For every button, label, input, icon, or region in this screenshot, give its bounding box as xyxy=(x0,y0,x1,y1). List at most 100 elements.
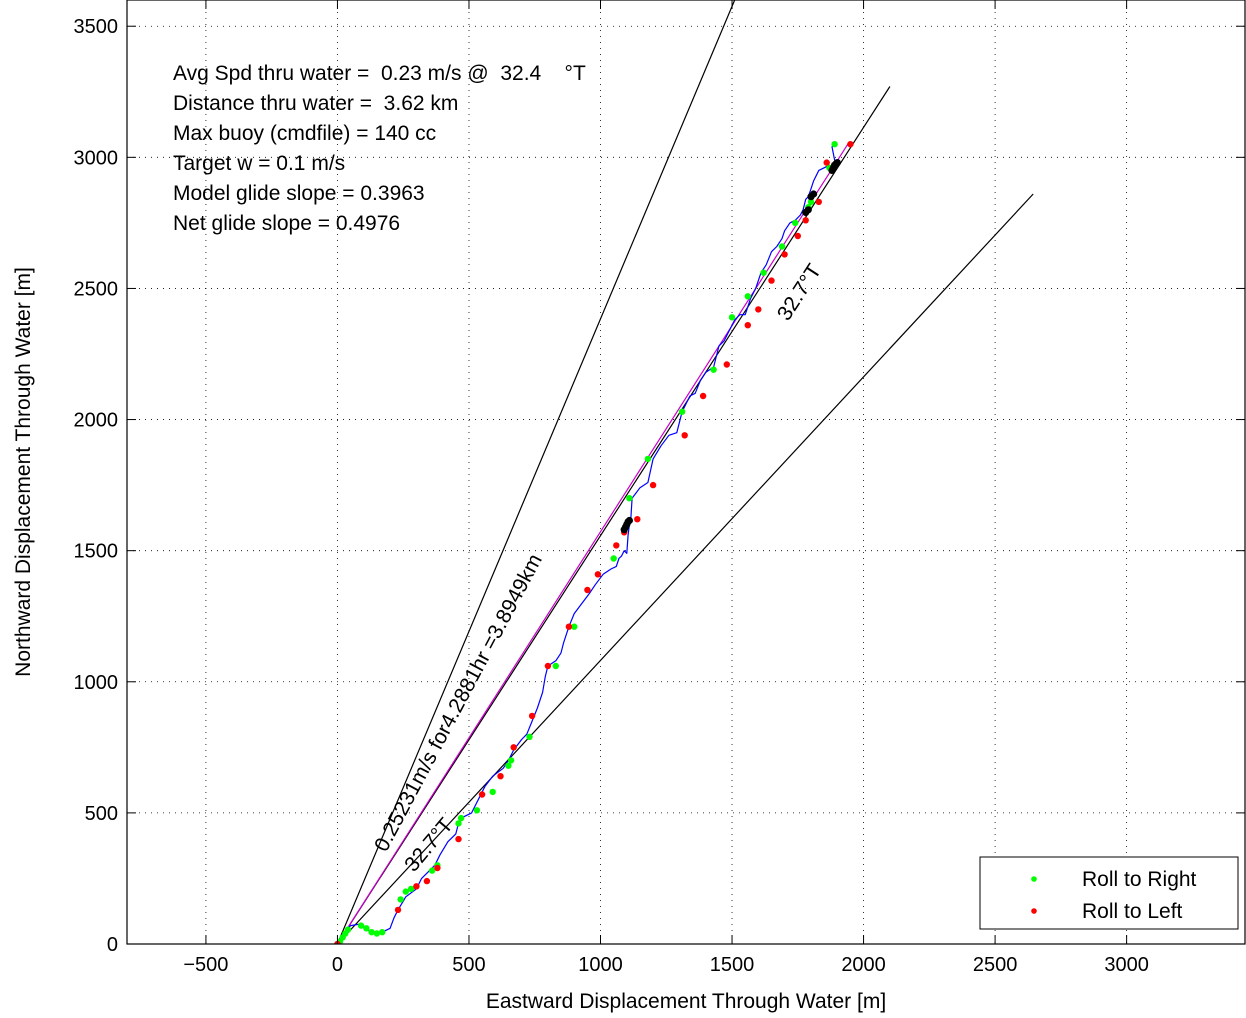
roll-right-point xyxy=(397,896,404,903)
roll-left-point xyxy=(413,883,420,890)
roll-left-point xyxy=(802,217,809,224)
x-tick-label: −500 xyxy=(183,954,228,976)
legend-roll-left-marker xyxy=(1031,908,1037,914)
roll-right-point xyxy=(610,555,617,562)
reference-line-shallow-bound xyxy=(336,193,1034,944)
roll-right-point xyxy=(363,925,370,932)
roll-points xyxy=(334,141,854,944)
roll-right-point xyxy=(831,141,838,148)
info-text-block: Avg Spd thru water = 0.23 m/s @ 32.4 °T … xyxy=(173,62,586,235)
roll-left-point xyxy=(478,791,486,798)
info-target-w: Target w = 0.1 m/s xyxy=(173,152,345,175)
roll-right-point xyxy=(473,807,481,814)
y-tick-label: 2000 xyxy=(74,410,119,432)
roll-right-point xyxy=(644,455,652,463)
info-max-buoy: Max buoy (cmdfile) = 140 cc xyxy=(173,122,436,145)
legend-roll-right-marker xyxy=(1031,876,1037,882)
roll-right-point xyxy=(379,929,386,936)
x-tick-label: 2500 xyxy=(973,954,1018,976)
info-distance: Distance thru water = 3.62 km xyxy=(173,92,458,115)
legend-roll-left-label: Roll to Left xyxy=(1082,900,1183,923)
reference-line-mean-heading xyxy=(336,143,849,944)
surface-point xyxy=(625,516,634,525)
x-tick-label: 3000 xyxy=(1104,954,1149,976)
y-axis-label: Northward Displacement Through Water [m] xyxy=(12,267,35,677)
roll-left-point xyxy=(423,877,431,885)
roll-right-point xyxy=(428,867,436,874)
roll-right-point xyxy=(678,408,686,415)
roll-right-point xyxy=(373,930,381,937)
axis-ticks: −500 0 500 1000 1500 2000 2500 3000 0 500 1000 1500… xyxy=(74,0,1245,976)
x-tick-label: 1000 xyxy=(578,954,623,976)
roll-right-point xyxy=(778,243,786,250)
y-tick-label: 1500 xyxy=(74,541,119,563)
roll-left-point xyxy=(497,773,504,780)
reference-line-steep-bound xyxy=(336,0,736,944)
roll-left-point xyxy=(510,744,517,751)
y-tick-label: 500 xyxy=(85,803,118,825)
roll-left-point xyxy=(594,571,602,578)
roll-left-point xyxy=(565,623,573,630)
roll-left-point xyxy=(681,432,688,439)
plot-frame xyxy=(126,0,1246,945)
roll-right-point xyxy=(792,219,799,227)
roll-right-point xyxy=(368,929,375,936)
roll-right-point xyxy=(407,885,415,893)
roll-left-point xyxy=(584,586,591,594)
roll-right-point xyxy=(489,788,496,796)
roll-left-point xyxy=(847,141,854,148)
roll-right-point xyxy=(552,662,559,670)
roll-left-point xyxy=(649,481,657,489)
reference-line-heading-line xyxy=(336,86,891,944)
roll-left-point xyxy=(434,864,441,872)
roll-right-point xyxy=(507,757,515,764)
roll-left-point xyxy=(455,835,462,843)
roll-left-point xyxy=(794,232,801,240)
roll-right-point xyxy=(455,820,462,827)
surface-point xyxy=(804,206,812,214)
roll-left-point xyxy=(755,306,762,313)
roll-right-point xyxy=(710,366,717,373)
roll-left-point xyxy=(394,906,402,914)
info-avg-speed: Avg Spd thru water = 0.23 m/s @ 32.4 °T xyxy=(173,62,586,85)
roll-right-point xyxy=(744,293,751,300)
roll-left-point xyxy=(744,322,751,329)
roll-left-point xyxy=(723,361,730,368)
roll-right-point xyxy=(457,814,465,822)
roll-right-point xyxy=(760,269,767,276)
x-tick-label: 500 xyxy=(452,954,485,976)
roll-right-point xyxy=(526,733,533,740)
roll-left-point xyxy=(634,516,641,523)
legend-roll-right-label: Roll to Right xyxy=(1082,868,1197,891)
x-tick-label: 2000 xyxy=(841,954,886,976)
roll-right-point xyxy=(402,888,409,895)
surface-point xyxy=(810,190,818,198)
roll-left-point xyxy=(613,542,620,549)
roll-left-point xyxy=(768,277,775,284)
surface-point xyxy=(833,159,841,167)
x-tick-label: 1500 xyxy=(710,954,755,976)
info-model-glide-slope: Model glide slope = 0.3963 xyxy=(173,182,425,205)
roll-left-point xyxy=(699,392,707,400)
roll-right-point xyxy=(728,314,736,321)
legend-box xyxy=(979,856,1239,930)
roll-right-point xyxy=(807,198,815,206)
reference-lines xyxy=(336,0,1034,944)
roll-right-point xyxy=(357,922,365,929)
roll-left-point xyxy=(528,712,536,720)
plot-area xyxy=(334,0,1034,944)
x-tick-label: 0 xyxy=(332,954,343,976)
roll-right-point xyxy=(344,926,352,933)
y-tick-label: 1000 xyxy=(74,672,119,694)
roll-left-point xyxy=(823,159,830,166)
roll-right-point xyxy=(626,495,633,502)
y-tick-label: 3500 xyxy=(74,16,119,38)
legend: Roll to Right Roll to Left xyxy=(979,856,1239,930)
y-tick-label: 2500 xyxy=(74,278,119,300)
y-tick-label: 0 xyxy=(107,934,118,956)
y-tick-label: 3000 xyxy=(74,147,119,169)
roll-left-point xyxy=(544,662,552,670)
roll-left-point xyxy=(815,198,822,206)
roll-right-point xyxy=(571,623,578,630)
